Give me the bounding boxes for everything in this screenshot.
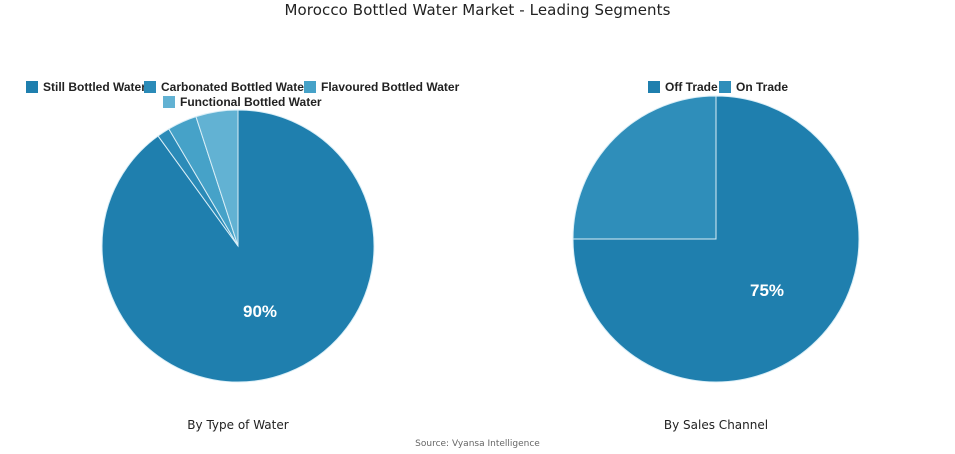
slice-off-trade[interactable] bbox=[572, 95, 860, 383]
legend-item-functional[interactable]: Functional Bottled Water bbox=[163, 95, 322, 109]
legend-label-carbonated: Carbonated Bottled Water bbox=[161, 80, 309, 94]
legend-label-on-trade: On Trade bbox=[736, 80, 789, 94]
legend-item-on-trade[interactable]: On Trade bbox=[719, 80, 788, 94]
legend-item-flavoured[interactable]: Flavoured Bottled Water bbox=[304, 80, 459, 94]
chart-title: Morocco Bottled Water Market - Leading S… bbox=[284, 1, 671, 19]
legend-swatch-still bbox=[26, 81, 38, 93]
subtitle-sales-channel: By Sales Channel bbox=[663, 418, 769, 432]
slice-on-trade[interactable] bbox=[572, 95, 717, 240]
legend-swatch-flavoured bbox=[304, 81, 316, 93]
legend-label-functional: Functional Bottled Water bbox=[180, 95, 322, 109]
legend-label-still: Still Bottled Water bbox=[43, 80, 146, 94]
legend-swatch-functional bbox=[163, 96, 175, 108]
source-note: Source: Vyansa Intelligence bbox=[415, 439, 540, 449]
slice-functional[interactable] bbox=[195, 109, 239, 247]
legend-item-still[interactable]: Still Bottled Water bbox=[26, 80, 146, 94]
legend-item-carbonated[interactable]: Carbonated Bottled Water bbox=[144, 80, 309, 94]
legend-swatch-off-trade bbox=[648, 81, 660, 93]
legend-label-flavoured: Flavoured Bottled Water bbox=[321, 80, 460, 94]
slice-label-still: 90% bbox=[243, 302, 277, 321]
subtitle-type-of-water: By Type of Water bbox=[187, 418, 289, 432]
slice-label-off-trade: 75% bbox=[750, 281, 784, 300]
legend-item-off-trade[interactable]: Off Trade bbox=[648, 80, 718, 94]
legend-swatch-on-trade bbox=[719, 81, 731, 93]
legend-label-off-trade: Off Trade bbox=[665, 80, 718, 94]
legend-swatch-carbonated bbox=[144, 81, 156, 93]
